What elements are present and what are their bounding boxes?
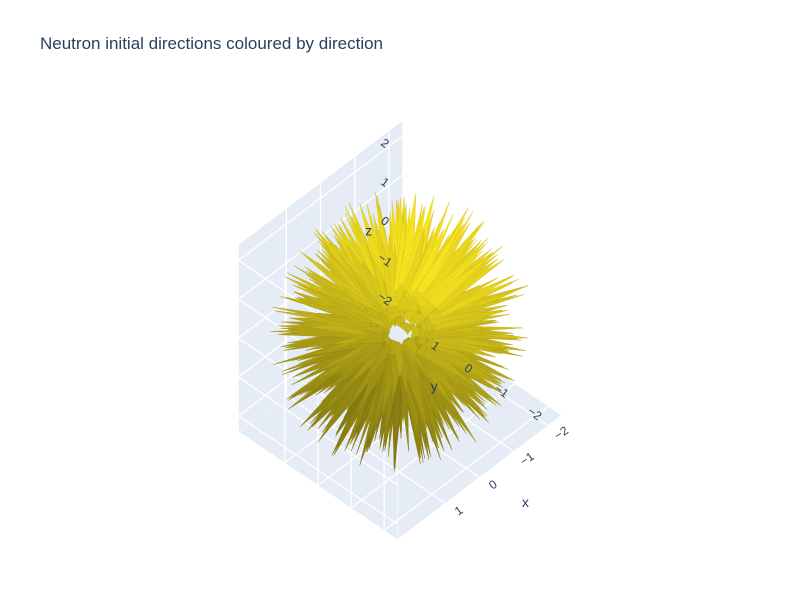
x-tick-label: 0 [486,477,500,492]
x-tick-label: −2 [552,423,572,443]
cone-marker [416,217,466,296]
x-tick-label: 1 [452,503,466,518]
cone-marker [427,254,492,309]
cone-marker [432,309,493,327]
cone-cluster [270,192,529,472]
x-tick-label: −1 [518,449,538,469]
cone-marker [315,315,371,330]
cone-marker [421,239,473,303]
grid-line-z-xwall [238,415,398,525]
cone-marker [351,341,384,368]
cone-marker [368,344,393,378]
cone-marker [435,277,498,314]
axis-titles: x y z [365,223,529,511]
y-axis-title: y [431,378,438,394]
grid-line-z-ywall [238,135,404,261]
grid-line-z-xwall [238,376,398,486]
z-axis-title: z [365,223,372,239]
x-axis-title: x [522,494,529,510]
grid-line-y-floor [350,383,516,509]
cone-marker [352,325,383,333]
chart-title: Neutron initial directions coloured by d… [40,34,384,53]
grid-line-y-floor [383,405,549,532]
